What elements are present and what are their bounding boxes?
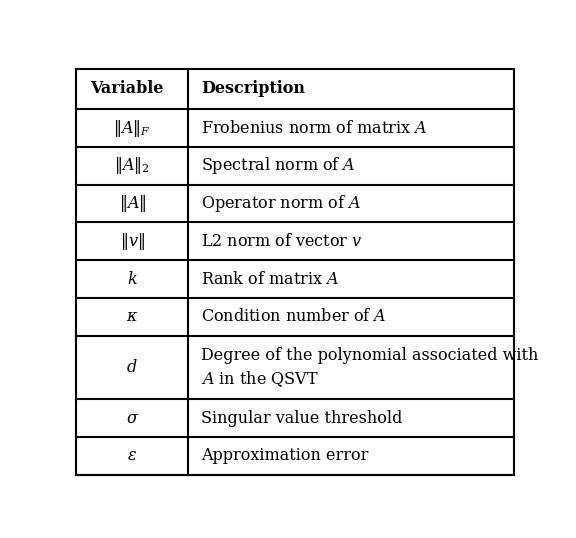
Text: $\|v\|$: $\|v\|$ [120, 231, 145, 252]
Text: Degree of the polynomial associated with: Degree of the polynomial associated with [201, 347, 539, 364]
Text: Condition number of $A$: Condition number of $A$ [201, 308, 386, 325]
Text: $d$: $d$ [127, 359, 138, 376]
Text: $\kappa$: $\kappa$ [126, 308, 138, 325]
Text: $\varepsilon$: $\varepsilon$ [127, 447, 137, 464]
Text: $\sigma$: $\sigma$ [126, 409, 139, 427]
Text: Variable: Variable [90, 81, 163, 97]
Text: $\|A\|_2$: $\|A\|_2$ [115, 155, 150, 176]
Text: Description: Description [201, 81, 305, 97]
Text: $\|A\|$: $\|A\|$ [119, 193, 146, 214]
Text: Spectral norm of $A$: Spectral norm of $A$ [201, 155, 356, 176]
Text: Singular value threshold: Singular value threshold [201, 409, 403, 427]
Text: Frobenius norm of matrix $A$: Frobenius norm of matrix $A$ [201, 119, 427, 137]
Text: $\|A\|_F$: $\|A\|_F$ [113, 118, 151, 139]
Text: L2 norm of vector $v$: L2 norm of vector $v$ [201, 233, 362, 250]
Text: $A$ in the QSVT: $A$ in the QSVT [201, 370, 319, 390]
Text: Operator norm of $A$: Operator norm of $A$ [201, 193, 361, 214]
Text: Rank of matrix $A$: Rank of matrix $A$ [201, 271, 339, 287]
Text: Approximation error: Approximation error [201, 447, 369, 464]
Text: $k$: $k$ [127, 271, 138, 287]
